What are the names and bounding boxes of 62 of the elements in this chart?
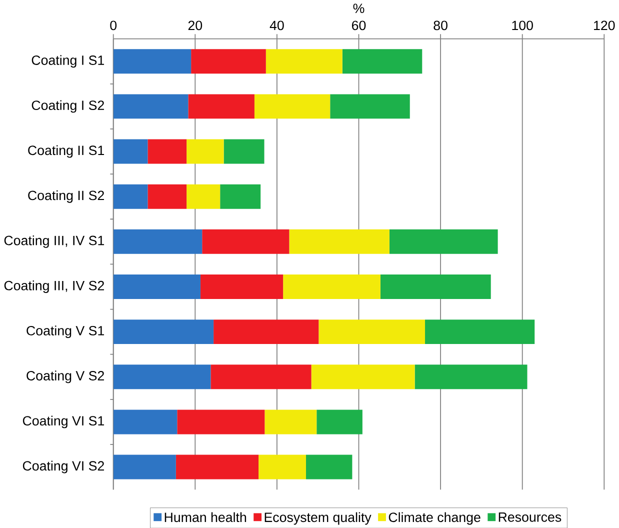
x-tick-label: 40 [270, 20, 284, 30]
legend-label: Resources [498, 512, 562, 522]
x-tick-label: 100 [512, 20, 533, 30]
bar [258, 454, 306, 480]
bar [188, 94, 254, 119]
bar [264, 410, 317, 434]
bar [113, 94, 188, 119]
bar [316, 410, 362, 434]
bar [266, 48, 342, 74]
bar [191, 48, 266, 74]
bar [186, 139, 224, 164]
bar [202, 229, 290, 254]
bar [342, 48, 422, 74]
bar [200, 274, 284, 299]
bar [113, 454, 176, 480]
bar [306, 454, 352, 480]
x-axis-title: % [353, 4, 364, 13]
bar [176, 454, 259, 480]
bar [289, 229, 390, 254]
bar [210, 364, 312, 389]
bar [254, 94, 330, 119]
y-tick-label: Coating VI S1 [22, 416, 104, 428]
bar [186, 184, 220, 209]
bar [113, 274, 200, 299]
y-tick-label: Coating V S1 [26, 325, 104, 338]
bar [113, 184, 148, 209]
legend-label: Human health [164, 512, 246, 522]
x-tick-label: 60 [352, 20, 366, 30]
x-tick-label: 0 [110, 20, 117, 30]
y-tick-label: Coating II S2 [28, 190, 104, 203]
y-tick-label: Coating V S2 [26, 370, 104, 383]
bar [113, 364, 211, 389]
x-tick-label: 20 [188, 20, 202, 30]
bar [318, 319, 426, 344]
bar [113, 48, 192, 74]
bar [148, 139, 187, 164]
bar [214, 319, 319, 344]
legend-label: Ecosystem quality [264, 512, 372, 525]
bar [148, 184, 187, 209]
y-tick-label: Coating VI S2 [22, 460, 104, 474]
y-tick-label: Coating III, IV S1 [4, 235, 104, 248]
bar [113, 139, 148, 164]
bar [330, 94, 410, 119]
y-tick-label: Coating III, IV S2 [4, 280, 104, 293]
legend-label: Climate change [388, 512, 480, 525]
y-tick-label: Coating I S1 [32, 55, 104, 68]
bar [380, 274, 491, 299]
y-tick-label: Coating II S1 [28, 145, 104, 158]
bar [113, 410, 178, 434]
y-tick-label: Coating I S2 [32, 100, 104, 113]
bar [224, 139, 264, 164]
bar [389, 229, 498, 254]
bar [414, 364, 528, 389]
bar [113, 229, 202, 254]
x-tick-label: 80 [434, 20, 448, 30]
bar [311, 364, 415, 389]
bar [425, 319, 535, 344]
bar [283, 274, 380, 299]
x-tick-label: 120 [594, 20, 615, 30]
bar [177, 410, 265, 434]
bar [220, 184, 261, 209]
bar [113, 319, 214, 344]
